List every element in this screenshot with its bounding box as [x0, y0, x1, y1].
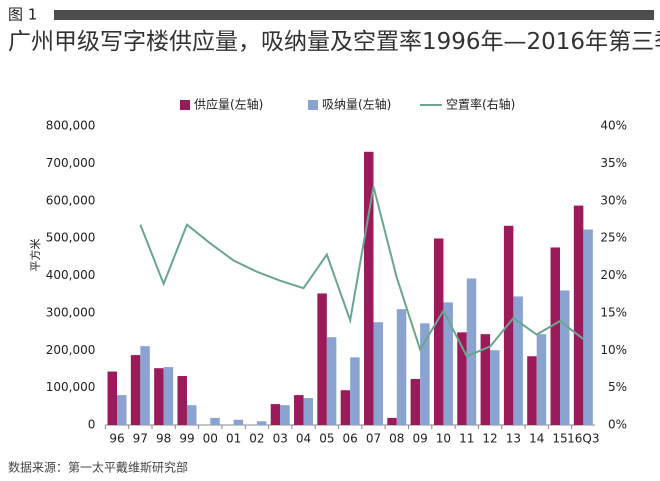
bar	[233, 419, 244, 425]
y-tick-label: 500,000	[46, 231, 96, 245]
y-tick-label: 600,000	[46, 193, 96, 207]
legend-label: 供应量(左轴)	[194, 97, 263, 112]
bar	[326, 337, 337, 425]
y2-tick-label: 20%	[600, 268, 627, 282]
bar	[387, 417, 397, 425]
y-tick-label: 200,000	[46, 343, 96, 357]
bar	[107, 371, 118, 425]
line	[139, 186, 584, 358]
bar	[350, 357, 360, 425]
y2-tick-label: 5%	[608, 380, 627, 394]
x-tick-label: 99	[179, 432, 194, 446]
x-tick-label: 03	[273, 432, 288, 446]
x-tick-label: 01	[226, 432, 241, 446]
x-tick-label: 13	[506, 432, 521, 446]
x-tick-label: 11	[459, 432, 474, 446]
bar	[480, 334, 491, 425]
bar	[560, 290, 570, 425]
x-tick-label: 08	[389, 432, 404, 446]
bar	[466, 278, 477, 425]
bar	[317, 293, 327, 425]
y2-tick-label: 25%	[600, 231, 627, 245]
x-tick-label: 12	[482, 432, 497, 446]
x-tick-label: 07	[366, 432, 381, 446]
y-tick-label: 700,000	[46, 156, 96, 170]
y-tick-label: 400,000	[46, 268, 96, 282]
figure-label: 图 1	[8, 6, 37, 24]
y2-tick-label: 30%	[600, 193, 627, 207]
bar	[303, 398, 314, 425]
y2-tick-label: 0%	[608, 418, 627, 432]
legend-swatch	[180, 100, 190, 110]
x-tick-label: 14	[529, 432, 544, 446]
header-bar	[54, 10, 654, 20]
bar	[443, 302, 453, 425]
y2-tick-label: 10%	[600, 343, 627, 357]
bar	[177, 376, 187, 425]
y-axis-label: 平方米	[28, 239, 42, 272]
x-tick-label: 04	[296, 432, 311, 446]
x-tick-label: 00	[203, 432, 218, 446]
bar	[513, 296, 523, 425]
x-tick-label: 06	[343, 432, 358, 446]
legend-swatch	[308, 100, 318, 110]
bar	[583, 229, 593, 425]
y2-tick-label: 35%	[600, 156, 627, 170]
x-tick-label: 05	[319, 432, 334, 446]
x-tick-label: 10	[436, 432, 451, 446]
y-tick-label: 100,000	[46, 380, 96, 394]
x-tick-label: 09	[412, 432, 427, 446]
bar	[396, 309, 407, 425]
bar	[270, 404, 281, 425]
bar	[256, 421, 267, 425]
legend-label: 空置率(右轴)	[446, 97, 515, 112]
bar	[280, 405, 290, 425]
x-tick-label: 98	[156, 432, 171, 446]
bar	[186, 405, 197, 425]
bar	[490, 350, 500, 425]
x-tick-label: 16Q3	[567, 432, 599, 446]
bar	[294, 395, 304, 425]
bar	[210, 417, 220, 425]
bar	[527, 356, 537, 425]
bar	[130, 355, 141, 425]
y-tick-label: 800,000	[46, 119, 96, 133]
bar	[420, 323, 430, 425]
y-tick-label: 300,000	[46, 305, 96, 319]
x-tick-label: 97	[133, 432, 148, 446]
source: 数据来源：第一太平戴维斯研究部	[8, 460, 188, 475]
bar	[163, 367, 174, 425]
y-tick-label: 0	[88, 418, 96, 432]
bar	[117, 395, 127, 425]
x-tick-label: 96	[109, 432, 124, 446]
bar	[363, 151, 374, 425]
y2-tick-label: 40%	[600, 119, 627, 133]
bar	[550, 247, 561, 425]
x-tick-label: 15	[552, 432, 567, 446]
bar	[433, 238, 444, 425]
bar	[573, 205, 584, 425]
bar	[340, 390, 351, 425]
bar	[457, 332, 467, 425]
bar	[536, 334, 547, 425]
bar	[410, 379, 421, 425]
bar	[154, 368, 164, 425]
legend-label: 吸纳量(左轴)	[322, 97, 391, 112]
x-tick-label: 02	[249, 432, 264, 446]
bar	[373, 322, 383, 425]
chart-title: 广州甲级写字楼供应量，吸纳量及空置率1996年—2016年第三季度	[8, 29, 660, 55]
bar	[140, 346, 150, 425]
y2-tick-label: 15%	[600, 305, 627, 319]
